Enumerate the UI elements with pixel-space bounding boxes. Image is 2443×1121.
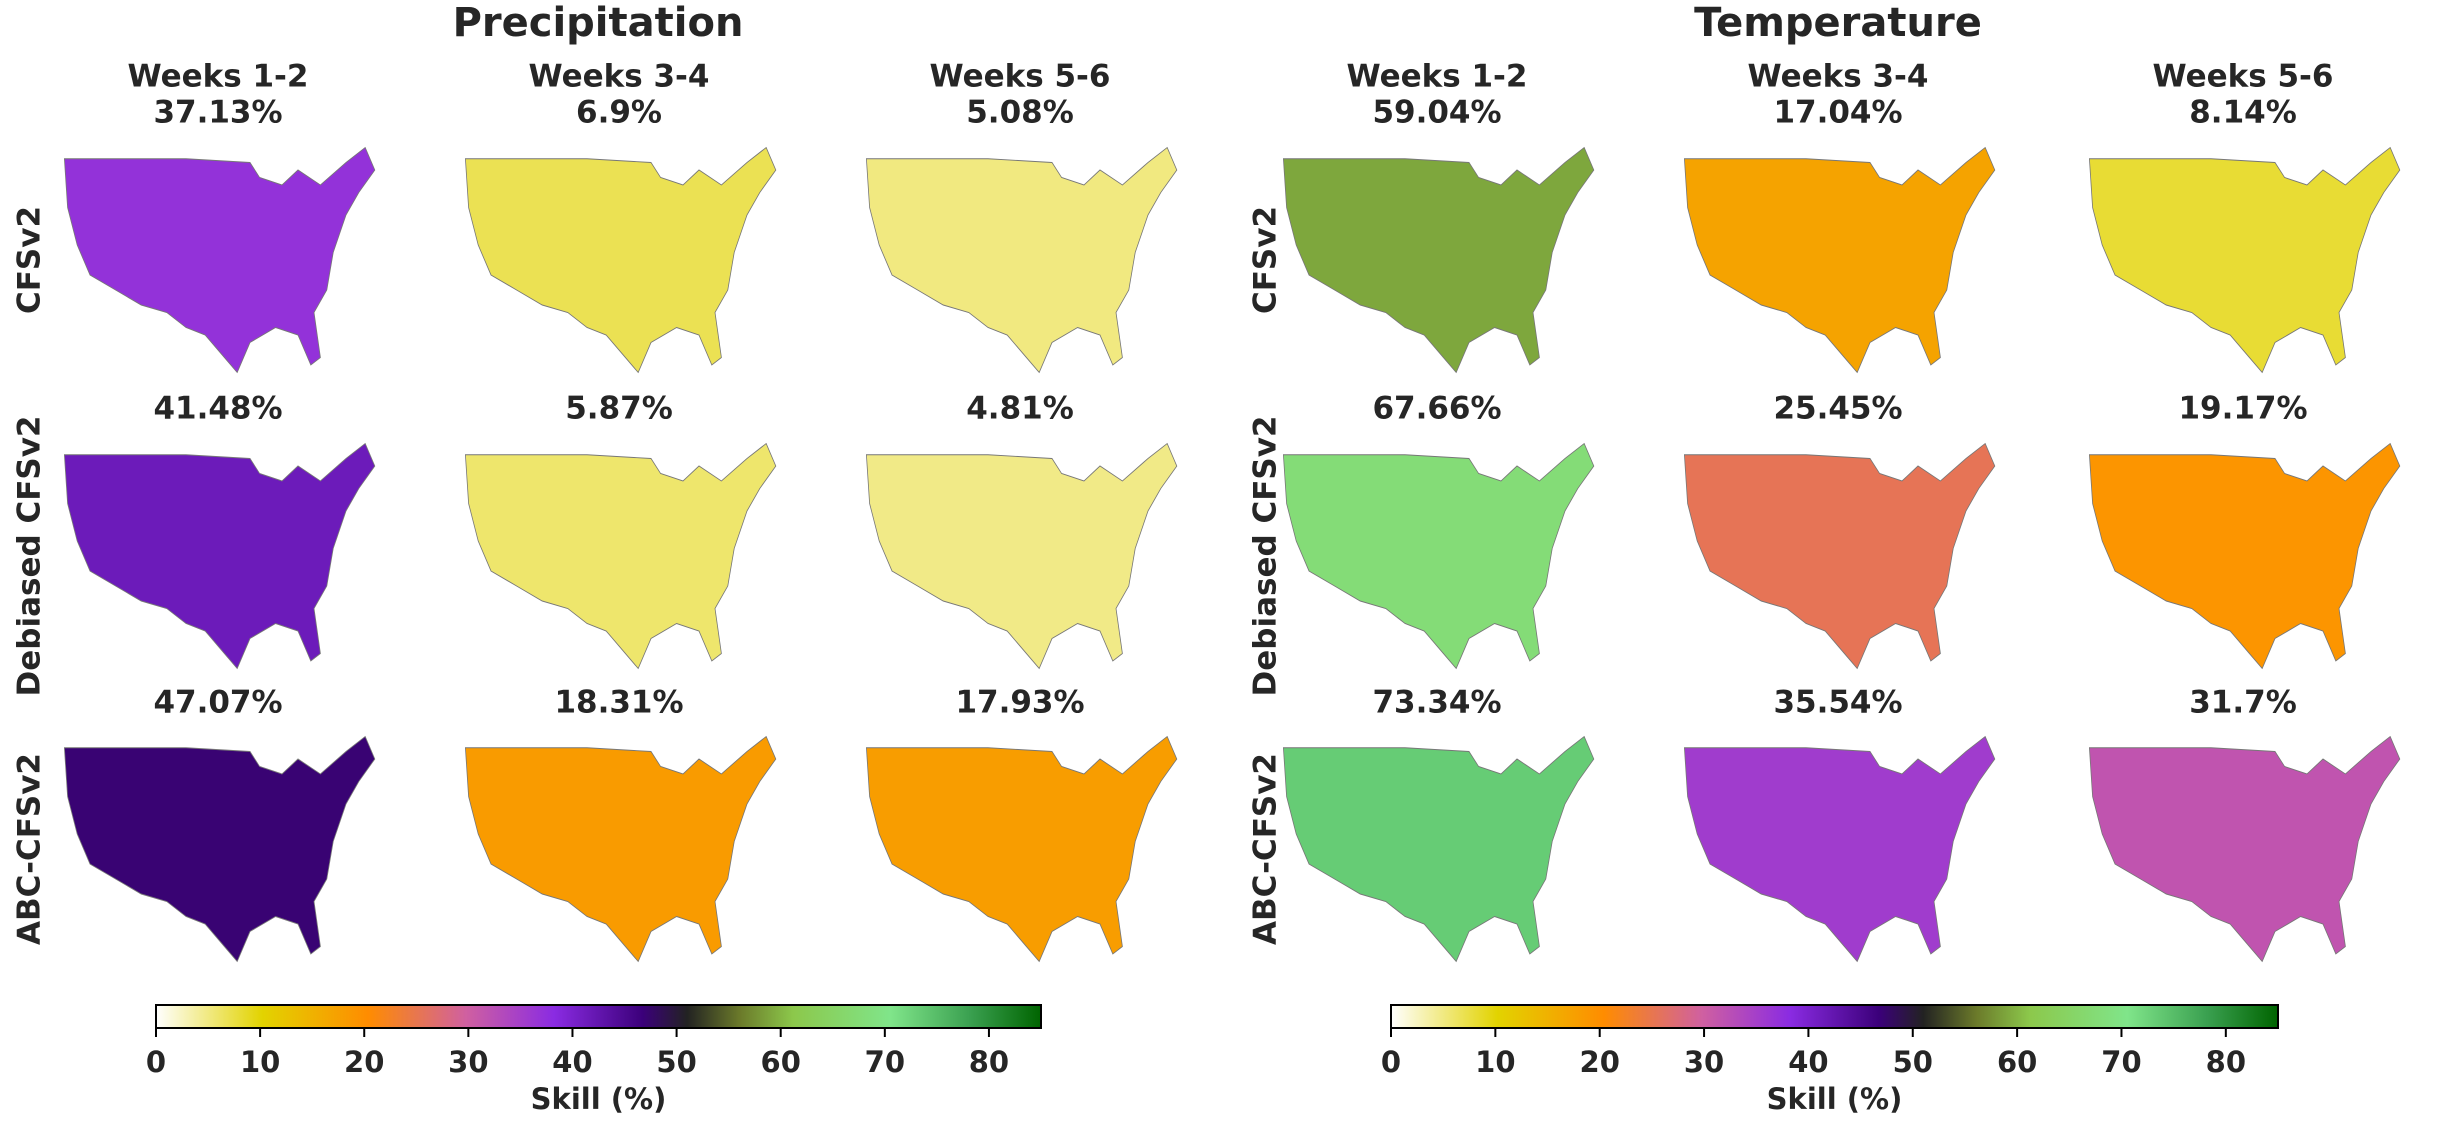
map-panel — [463, 145, 778, 375]
skill-label: 73.34% — [1372, 685, 1501, 721]
colorbar-tick-label: 30 — [1684, 1045, 1724, 1079]
us-skill-map — [1682, 145, 1997, 375]
us-skill-map — [62, 145, 377, 375]
map-panel — [864, 734, 1179, 964]
colorbar-tick-label: 70 — [865, 1045, 905, 1079]
us-skill-map — [1281, 441, 1596, 671]
colorbar-tick-label: 0 — [1381, 1045, 1401, 1079]
colorbar-tick-label: 60 — [1997, 1045, 2037, 1079]
skill-label: 25.45% — [1773, 391, 1902, 427]
figure-title: Precipitation — [453, 0, 744, 46]
column-header: Weeks 1-2 — [127, 59, 308, 95]
column-header: Weeks 5-6 — [929, 59, 1110, 95]
skill-label: 47.07% — [153, 685, 282, 721]
skill-label: 5.08% — [966, 95, 1074, 131]
row-label: ABC-CFSv2 — [12, 753, 48, 945]
us-skill-map — [1281, 734, 1596, 964]
colorbar-tick-label: 10 — [240, 1045, 280, 1079]
colorbar-tick-label: 80 — [969, 1045, 1009, 1079]
us-skill-map — [62, 441, 377, 671]
skill-label: 18.31% — [554, 685, 683, 721]
row-label: CFSv2 — [1248, 206, 1284, 314]
colorbar-tick-label: 20 — [1580, 1045, 1620, 1079]
column-header: Weeks 1-2 — [1346, 59, 1527, 95]
figure-title: Temperature — [1694, 0, 1982, 46]
colorbar-label: Skill (%) — [531, 1082, 667, 1116]
us-skill-map — [864, 734, 1179, 964]
map-panel — [463, 734, 778, 964]
skill-label: 67.66% — [1372, 391, 1501, 427]
colorbar-tick-label: 30 — [448, 1045, 488, 1079]
row-label: Debiased CFSv2 — [1248, 416, 1284, 697]
map-panel — [62, 734, 377, 964]
column-header: Weeks 3-4 — [528, 59, 709, 95]
colorbar-tick-label: 40 — [552, 1045, 592, 1079]
map-panel — [2087, 145, 2402, 375]
us-skill-map — [2087, 145, 2402, 375]
skill-label: 17.93% — [955, 685, 1084, 721]
colorbar-tick-label: 10 — [1475, 1045, 1515, 1079]
skill-label: 4.81% — [966, 391, 1074, 427]
map-panel — [864, 441, 1179, 671]
colorbar-label: Skill (%) — [1767, 1082, 1903, 1116]
skill-label: 6.9% — [576, 95, 662, 131]
skill-label: 8.14% — [2189, 95, 2297, 131]
us-skill-map — [1682, 441, 1997, 671]
column-header: Weeks 5-6 — [2152, 59, 2333, 95]
colorbar-tick-label: 60 — [761, 1045, 801, 1079]
map-panel — [2087, 734, 2402, 964]
row-label: Debiased CFSv2 — [12, 416, 48, 697]
us-skill-map — [864, 441, 1179, 671]
row-label: CFSv2 — [12, 206, 48, 314]
map-panel — [62, 145, 377, 375]
us-skill-map — [1281, 145, 1596, 375]
us-skill-map — [463, 734, 778, 964]
column-header: Weeks 3-4 — [1747, 59, 1928, 95]
map-panel — [1281, 145, 1596, 375]
colorbar-tick-label: 40 — [1788, 1045, 1828, 1079]
map-panel — [2087, 441, 2402, 671]
colorbar-tick-label: 50 — [656, 1045, 696, 1079]
map-panel — [1682, 441, 1997, 671]
us-skill-map — [1682, 734, 1997, 964]
map-panel — [1682, 145, 1997, 375]
us-skill-map — [463, 441, 778, 671]
map-panel — [62, 441, 377, 671]
skill-label: 31.7% — [2189, 685, 2297, 721]
us-skill-map — [864, 145, 1179, 375]
us-skill-map — [2087, 441, 2402, 671]
colorbar-tick-label: 70 — [2101, 1045, 2141, 1079]
skill-label: 17.04% — [1773, 95, 1902, 131]
skill-label: 59.04% — [1372, 95, 1501, 131]
colorbar-tick-label: 50 — [1893, 1045, 1933, 1079]
colorbar-tick-label: 0 — [146, 1045, 166, 1079]
us-skill-map — [62, 734, 377, 964]
colorbar-tick-label: 20 — [344, 1045, 384, 1079]
colorbar — [155, 1004, 1042, 1029]
us-skill-map — [463, 145, 778, 375]
colorbar-tick-label: 80 — [2206, 1045, 2246, 1079]
us-skill-map — [2087, 734, 2402, 964]
skill-label: 37.13% — [153, 95, 282, 131]
map-panel — [1281, 441, 1596, 671]
skill-label: 41.48% — [153, 391, 282, 427]
skill-label: 19.17% — [2178, 391, 2307, 427]
skill-label: 35.54% — [1773, 685, 1902, 721]
map-panel — [1281, 734, 1596, 964]
colorbar — [1390, 1004, 2279, 1029]
skill-label: 5.87% — [565, 391, 673, 427]
map-panel — [1682, 734, 1997, 964]
map-panel — [463, 441, 778, 671]
row-label: ABC-CFSv2 — [1248, 753, 1284, 945]
map-panel — [864, 145, 1179, 375]
